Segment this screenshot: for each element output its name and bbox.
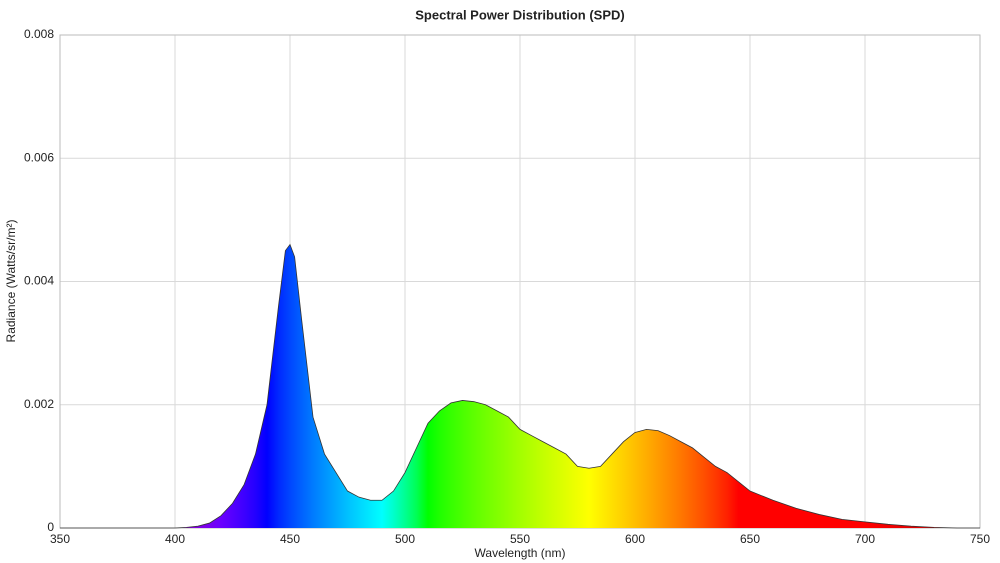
y-tick-label: 0.002 [24, 397, 54, 411]
y-tick-label: 0 [47, 520, 54, 534]
y-tick-label: 0.006 [24, 150, 54, 164]
line [60, 243, 980, 529]
x-tick-label: 600 [625, 532, 645, 546]
x-tick-label: 400 [165, 532, 185, 546]
x-tick-label: 650 [740, 532, 760, 546]
x-tick-label: 750 [970, 532, 990, 546]
y-tick-label: 0.004 [24, 274, 54, 288]
chart-title: Spectral Power Distribution (SPD) [415, 7, 624, 22]
x-tick-label: 700 [855, 532, 875, 546]
y-axis-label: Radiance (Watts/sr/m²) [4, 220, 18, 343]
x-tick-label: 550 [510, 532, 530, 546]
x-tick-label: 500 [395, 532, 415, 546]
x-tick-label: 450 [280, 532, 300, 546]
x-tick-label: 350 [50, 532, 70, 546]
area [60, 244, 980, 528]
x-axis-label: Wavelength (nm) [475, 546, 566, 560]
y-tick-label: 0.008 [24, 27, 54, 41]
